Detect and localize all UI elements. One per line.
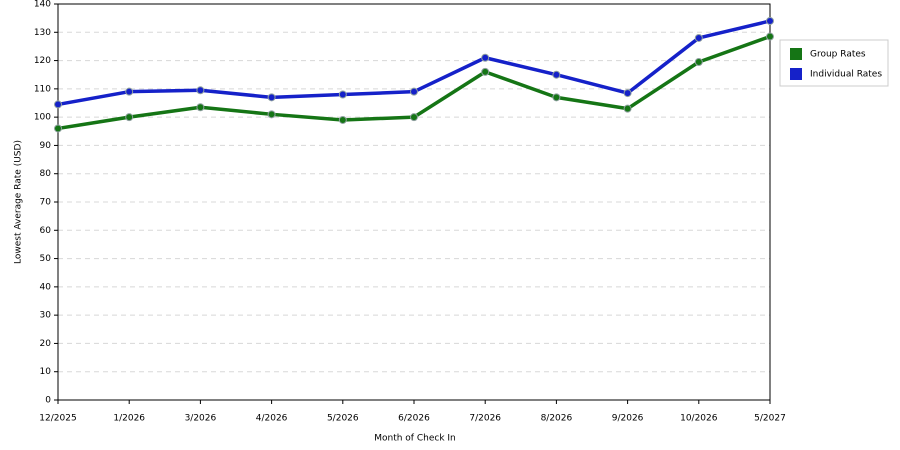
y-tick-label: 60 bbox=[40, 226, 52, 236]
data-point bbox=[552, 70, 561, 79]
data-point bbox=[267, 110, 276, 119]
y-tick-label: 30 bbox=[40, 311, 52, 321]
data-point bbox=[552, 93, 561, 102]
x-tick-label: 6/2026 bbox=[398, 414, 430, 424]
data-point bbox=[267, 93, 276, 102]
y-tick-label: 120 bbox=[34, 56, 51, 66]
legend-swatch bbox=[790, 68, 802, 80]
y-tick-label: 50 bbox=[40, 254, 52, 264]
data-point bbox=[410, 113, 418, 122]
data-point bbox=[694, 57, 703, 66]
y-tick-label: 40 bbox=[40, 282, 52, 292]
y-tick-label: 20 bbox=[40, 339, 52, 349]
x-tick-label: 5/2026 bbox=[327, 414, 359, 424]
data-point bbox=[338, 90, 347, 99]
x-tick-label: 4/2026 bbox=[256, 414, 288, 424]
y-tick-label: 100 bbox=[34, 113, 51, 123]
y-tick-label: 70 bbox=[40, 198, 52, 208]
data-point bbox=[481, 67, 490, 76]
x-tick-label: 3/2026 bbox=[185, 414, 217, 424]
data-point bbox=[338, 115, 347, 124]
x-tick-label: 12/2025 bbox=[39, 414, 76, 424]
legend-label: Group Rates bbox=[810, 50, 866, 60]
data-point bbox=[623, 104, 632, 113]
data-point bbox=[623, 89, 632, 98]
data-point bbox=[694, 33, 703, 42]
data-point bbox=[125, 113, 134, 122]
data-point bbox=[481, 53, 490, 62]
x-axis-label: Month of Check In bbox=[374, 434, 456, 444]
data-point bbox=[125, 87, 134, 96]
data-point bbox=[54, 124, 62, 133]
y-tick-label: 110 bbox=[34, 84, 51, 94]
data-point bbox=[766, 32, 774, 41]
x-tick-label: 9/2026 bbox=[612, 414, 644, 424]
x-tick-label: 7/2026 bbox=[469, 414, 501, 424]
legend-label: Individual Rates bbox=[810, 70, 882, 80]
data-point bbox=[410, 87, 418, 96]
y-tick-label: 0 bbox=[45, 396, 51, 406]
y-axis-label: Lowest Average Rate (USD) bbox=[14, 140, 24, 264]
x-tick-label: 1/2026 bbox=[113, 414, 145, 424]
y-tick-label: 140 bbox=[34, 0, 51, 10]
data-point bbox=[196, 86, 205, 95]
x-tick-label: 10/2026 bbox=[680, 414, 718, 424]
data-point bbox=[54, 100, 62, 109]
x-tick-label: 8/2026 bbox=[541, 414, 573, 424]
data-point bbox=[196, 103, 205, 112]
y-tick-label: 130 bbox=[34, 28, 51, 38]
y-tick-label: 90 bbox=[40, 141, 52, 151]
x-tick-label: 5/2027 bbox=[754, 414, 786, 424]
data-point bbox=[766, 16, 774, 25]
legend-swatch bbox=[790, 48, 802, 60]
y-tick-label: 10 bbox=[40, 367, 52, 377]
y-tick-label: 80 bbox=[40, 169, 52, 179]
